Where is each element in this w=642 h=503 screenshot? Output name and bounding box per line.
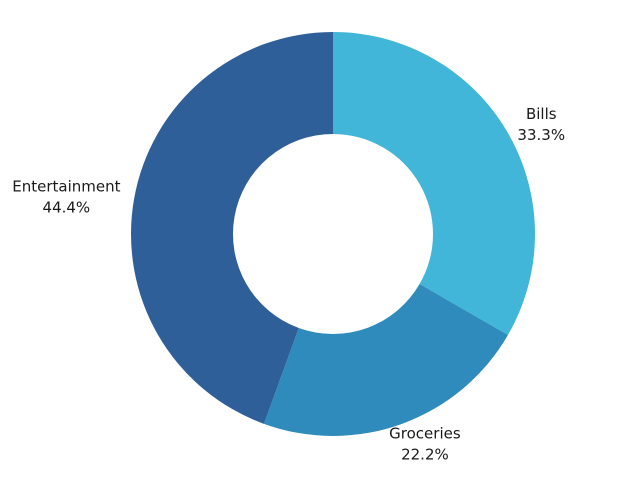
slice-label-bills: Bills 33.3% [517,105,565,144]
slice-percent-groceries: 22.2% [401,446,449,464]
slice-percent-entertainment: 44.4% [43,198,91,216]
slice-bills [333,32,536,335]
slice-groceries [263,284,508,436]
slice-entertainment [131,32,333,424]
slice-label-entertainment: Entertainment 44.4% [12,177,120,216]
slice-label-groceries: Groceries 22.2% [389,425,461,464]
slice-category-groceries: Groceries [389,425,461,443]
slice-percent-bills: 33.3% [517,126,565,144]
slice-labels: Bills 33.3% Groceries 22.2% Entertainment 44.… [12,105,565,464]
slice-category-bills: Bills [526,105,557,123]
slice-category-entertainment: Entertainment [12,177,120,195]
donut-slices [131,32,536,436]
